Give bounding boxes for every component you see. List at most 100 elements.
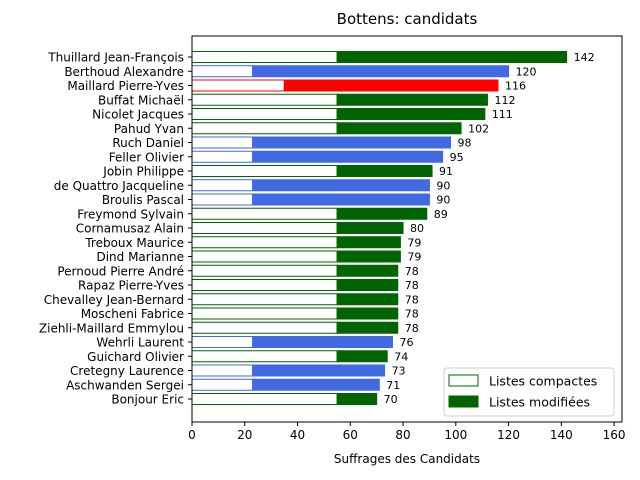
y-tick-label: Moscheni Fabrice (81, 307, 184, 321)
x-axis-label: Suffrages des Candidats (334, 452, 480, 466)
bar-modifiees (336, 393, 378, 405)
legend: Listes compactes Listes modifiées (443, 367, 615, 417)
bar-compactes (191, 136, 254, 149)
data-label: 71 (386, 379, 400, 392)
bar-compactes (191, 264, 338, 277)
bar-modifiees (336, 293, 399, 306)
bar-modifiees (252, 378, 380, 391)
bar-modifiees (252, 179, 430, 192)
bar-compactes (191, 393, 338, 405)
y-tick-label: Berthoud Alexandre (64, 65, 184, 79)
bar-compactes (191, 378, 254, 391)
y-tick-label: Feller Olivier (109, 150, 184, 164)
data-label: 98 (458, 137, 472, 150)
data-label: 76 (399, 336, 413, 349)
data-label: 102 (468, 122, 489, 135)
bar-modifiees (336, 93, 488, 106)
y-tick-label: Broulis Pascal (102, 193, 184, 207)
x-tick-label: 120 (497, 428, 520, 442)
bar-compactes (191, 165, 338, 177)
x-tick-label: 160 (603, 428, 626, 442)
y-tick-label: Buffat Michaël (98, 93, 184, 107)
y-tick-label: Bonjour Eric (111, 393, 184, 407)
bar-modifiees (336, 264, 399, 277)
y-tick-label: Treboux Maurice (84, 236, 184, 250)
bar-compactes (191, 51, 338, 63)
bar-modifiees (336, 122, 462, 135)
bar-compactes (191, 350, 338, 363)
bar-modifiees (252, 65, 510, 78)
x-tick-label: 20 (237, 428, 252, 442)
y-tick-label: Freymond Sylvain (77, 207, 184, 221)
data-label: 111 (492, 108, 513, 121)
bar-compactes (191, 222, 338, 234)
data-label: 112 (494, 94, 515, 107)
data-label: 78 (405, 322, 419, 335)
bar-modifiees (336, 307, 399, 320)
bar-modifiees (336, 236, 401, 249)
data-label: 78 (405, 308, 419, 321)
bar-compactes (191, 93, 338, 106)
data-label: 78 (405, 293, 419, 306)
y-tick-label: Pahud Yvan (114, 122, 184, 136)
data-label: 79 (407, 251, 421, 264)
bar-modifiees (336, 207, 428, 220)
data-label: 90 (436, 179, 450, 192)
y-tick-label: Dind Marianne (96, 250, 184, 264)
bar-modifiees (252, 336, 393, 348)
x-tick-label: 0 (188, 428, 196, 442)
data-label: 142 (574, 51, 595, 64)
x-tick-label: 80 (395, 428, 410, 442)
y-tick-label: Ziehli-Maillard Emmylou (39, 321, 184, 335)
bar-modifiees (336, 350, 388, 363)
data-label: 73 (392, 365, 406, 378)
bar-modifiees (336, 108, 486, 120)
x-tick-label: 140 (550, 428, 573, 442)
data-label: 80 (410, 222, 424, 235)
bar-compactes (191, 207, 338, 220)
y-tick-label: Jobin Philippe (102, 165, 184, 179)
bar-compactes (191, 65, 254, 78)
legend-label-compactes: Listes compactes (489, 374, 597, 389)
data-label: 70 (384, 393, 398, 406)
x-tick-label: 100 (444, 428, 467, 442)
bar-compactes (191, 108, 338, 120)
bars-group (191, 51, 568, 405)
bar-compactes (191, 293, 338, 306)
legend-label-modifiees: Listes modifiées (489, 395, 590, 410)
plot-frame (191, 35, 623, 423)
data-label: 90 (436, 194, 450, 207)
data-label: 74 (394, 350, 408, 363)
y-tick-label: de Quattro Jacqueline (54, 179, 184, 193)
bar-compactes (191, 179, 254, 192)
x-axis-ticks: 0 20 40 60 80 100 120 140 160 (188, 422, 626, 442)
x-tick-label: 40 (290, 428, 305, 442)
bar-modifiees (336, 279, 399, 291)
chart-title: Bottens: candidats (337, 10, 478, 28)
data-label: 78 (405, 279, 419, 292)
y-tick-label: Chevalley Jean-Bernard (44, 293, 184, 307)
data-labels: 1421201161121111029895919090898079797878… (384, 51, 595, 406)
bar-modifiees (336, 222, 404, 234)
y-tick-label: Wehrli Laurent (96, 336, 184, 350)
data-label: 79 (407, 236, 421, 249)
bar-modifiees (252, 150, 444, 163)
bar-modifiees (283, 79, 499, 92)
y-tick-label: Nicolet Jacques (92, 108, 184, 122)
bar-compactes (191, 336, 254, 348)
bar-compactes (191, 150, 254, 163)
data-label: 120 (516, 65, 537, 78)
bar-compactes (191, 279, 338, 291)
bar-modifiees (252, 136, 452, 149)
data-label: 91 (439, 165, 453, 178)
data-label: 116 (505, 80, 526, 93)
legend-swatch-compactes (448, 374, 479, 387)
bar-compactes (191, 122, 338, 135)
y-tick-label: Pernoud Pierre André (57, 264, 184, 278)
data-label: 89 (434, 208, 448, 221)
y-tick-label: Ruch Daniel (112, 136, 184, 150)
bar-compactes (191, 193, 254, 206)
bar-modifiees (252, 364, 386, 377)
